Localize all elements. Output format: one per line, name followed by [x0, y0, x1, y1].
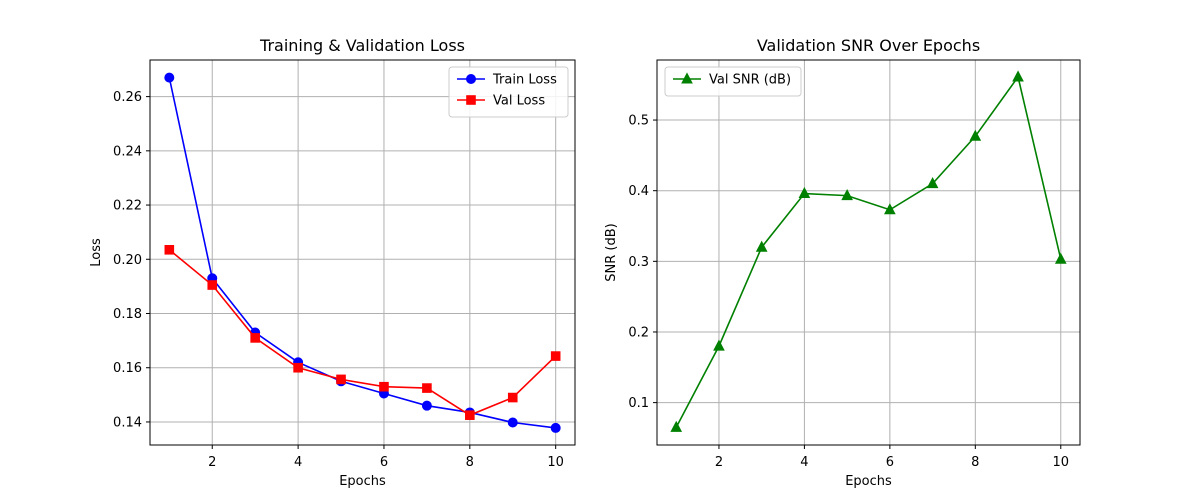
loss-chart: 2 4 6 8 10 0.14 0.16 0.18 0.20 0.22 0.24 0.26 Traini…	[89, 36, 576, 489]
data-point-val-loss	[465, 410, 475, 420]
legend-box	[664, 66, 802, 97]
legend-label-train-loss: Train Loss	[492, 73, 557, 88]
series-line-train-loss	[168, 77, 556, 429]
data-point-val-snr-db	[926, 177, 939, 189]
x-axis-label: Epochs	[845, 474, 892, 489]
plot-frame	[149, 59, 576, 446]
data-point-val-loss	[507, 392, 518, 403]
data-point-train-loss	[164, 72, 175, 83]
data-point-val-loss	[293, 362, 303, 373]
y-tick-label: 0.20	[113, 253, 142, 268]
data-point-val-snr-db	[798, 186, 811, 199]
data-point-val-snr-db	[1054, 252, 1067, 264]
data-point-train-loss	[507, 417, 518, 428]
data-point-train-loss	[550, 422, 561, 433]
snr-chart: 2 4 6 8 10 0.1 0.2 0.3 0.4 0.5 Validation SNR Over…	[604, 36, 1081, 489]
y-tick-label: 0.4	[628, 184, 649, 199]
data-point-val-loss	[550, 351, 561, 361]
x-tick-label: 6	[886, 455, 894, 470]
x-tick-label: 10	[1052, 455, 1069, 470]
data-point-val-snr-db	[755, 240, 768, 252]
x-tick-label: 2	[208, 455, 216, 470]
y-tick-label: 0.3	[628, 255, 649, 270]
legend-marker-val-loss	[466, 95, 476, 105]
y-tick-label: 0.2	[628, 325, 649, 340]
legend: Val SNR (dB)	[664, 66, 802, 97]
data-point-val-loss	[422, 383, 432, 393]
data-point-val-snr-db	[1012, 70, 1024, 82]
y-tick-label: 0.1	[628, 396, 649, 411]
data-point-val-loss	[336, 374, 346, 385]
x-tick-label: 8	[466, 455, 474, 470]
data-point-val-snr-db	[884, 203, 896, 215]
x-tick-label: 8	[971, 455, 979, 470]
y-tick-label: 0.24	[113, 144, 142, 159]
data-point-val-snr-db	[713, 339, 725, 351]
x-axis-label: Epochs	[339, 474, 386, 489]
y-tick-label: 0.16	[113, 361, 142, 376]
data-point-val-loss	[207, 280, 218, 290]
data-point-val-loss	[379, 381, 389, 392]
data-point-val-loss	[164, 244, 175, 255]
x-tick-label: 4	[294, 455, 302, 470]
legend-label-val-loss: Val Loss	[493, 94, 545, 109]
y-tick-label: 0.26	[113, 90, 142, 105]
chart-title: Training & Validation Loss	[259, 36, 465, 55]
data-point-val-loss	[250, 333, 260, 343]
x-tick-label: 10	[547, 455, 564, 470]
legend-marker-train-loss	[466, 74, 476, 84]
x-tick-label: 6	[380, 455, 388, 470]
data-point-val-snr-db	[670, 420, 683, 432]
y-tick-label: 0.18	[113, 307, 142, 322]
data-point-val-snr-db	[969, 129, 982, 141]
data-point-val-snr-db	[841, 189, 853, 201]
plot-frame	[656, 59, 1081, 446]
x-tick-label: 2	[715, 455, 723, 470]
series-line-val-loss	[168, 249, 557, 417]
chart-title: Validation SNR Over Epochs	[757, 36, 980, 55]
legend: Train Loss Val Loss	[448, 66, 569, 118]
legend-label-val-snr-db: Val SNR (dB)	[709, 73, 791, 88]
y-axis-label: Loss	[89, 238, 104, 267]
y-tick-label: 0.22	[113, 199, 142, 214]
y-tick-label: 0.14	[113, 415, 142, 430]
legend-marker-val-snr-db	[681, 72, 693, 84]
x-tick-label: 4	[800, 455, 808, 470]
series-line-val-snr-db	[675, 75, 1062, 428]
y-tick-label: 0.5	[628, 114, 649, 129]
y-axis-label: SNR (dB)	[604, 223, 619, 281]
data-point-train-loss	[421, 400, 432, 411]
